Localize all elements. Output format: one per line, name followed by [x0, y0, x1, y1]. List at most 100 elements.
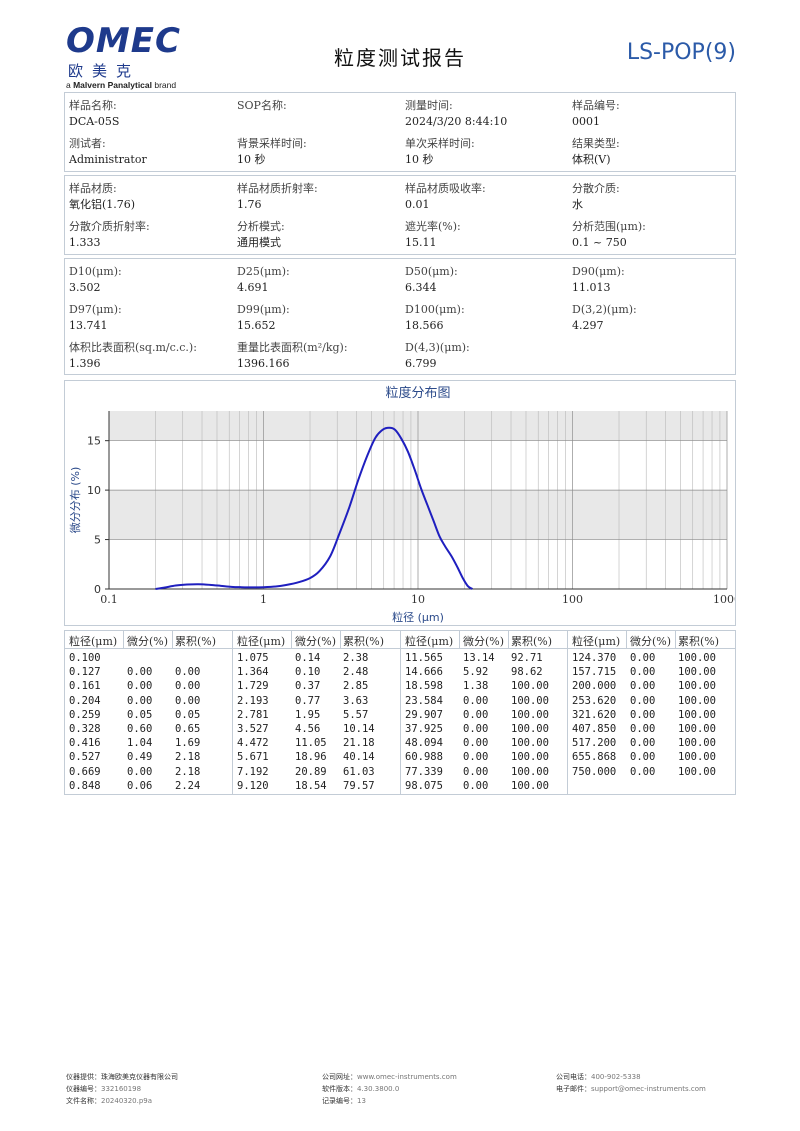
table-cell: 37.925 [405, 723, 443, 735]
table-cell: 0.14 [295, 652, 321, 664]
table-cell: 0.00 [463, 765, 489, 778]
absorb-value: 0.01 [405, 198, 430, 211]
distribution-table: 粒径(μm) 微分(%) 累积(%) 0.100 0.127 0.00 0.00 0.161 0… [64, 630, 736, 795]
table-cell: 2.18 [175, 765, 201, 778]
chart-x-tick-label: 0.1 [100, 593, 118, 606]
table-cell: 5.92 [463, 666, 489, 679]
table-cell: 10.14 [343, 723, 375, 735]
table-cell: 18.598 [405, 680, 443, 693]
ri-label: 样品材质折射率: [237, 182, 318, 195]
table-cell: 23.584 [405, 694, 443, 707]
table-cell: 100.00 [511, 694, 549, 707]
chart-y-tick-label: 10 [87, 484, 101, 497]
table-cell: 2.85 [343, 680, 369, 693]
measure-time-value: 2024/3/20 8:44:10 [405, 115, 508, 128]
sample-name-label: 样品名称: [69, 99, 117, 112]
table-cell: 4.56 [295, 723, 321, 735]
table-cell: 100.00 [511, 723, 549, 735]
table-cell: 0.00 [630, 751, 656, 764]
table-cell: 0.00 [463, 737, 489, 750]
d25-label: D25(μm): [237, 265, 290, 278]
footer-software-version: 软件版本：4.30.3800.0 [322, 1085, 400, 1093]
table-cell: 18.96 [295, 751, 327, 764]
result-type-value: 体积(V) [572, 153, 611, 166]
table-cell: 0.00 [630, 708, 656, 721]
chart-x-axis-label: 粒径 (μm) [392, 610, 444, 624]
table-header-divider [65, 648, 232, 649]
table-header-divider [233, 648, 401, 649]
table-cell: 0.00 [463, 779, 489, 792]
chart-x-tick-label: 1 [260, 593, 267, 606]
table-column-group: 粒径(μm) 微分(%) 累积(%) 124.370 0.00 100.00 157.715… [567, 631, 736, 794]
d43-label: D(4,3)(μm): [405, 341, 470, 354]
table-header-divider [508, 631, 509, 648]
table-cell: 0.77 [295, 694, 321, 707]
d10-value: 3.502 [69, 281, 101, 294]
medium-label: 分散介质: [572, 182, 620, 195]
footer-record-no: 记录编号：13 [322, 1097, 366, 1105]
table-cell: 517.200 [572, 737, 617, 750]
table-cell: 0.10 [295, 666, 321, 679]
d97-label: D97(μm): [69, 303, 122, 316]
table-cell: 3.527 [237, 723, 269, 735]
logo-wordmark: OMEC [66, 21, 181, 61]
table-cell: 0.37 [295, 680, 321, 693]
table-cell: 200.000 [572, 680, 617, 693]
chart-title: 粒度分布图 [385, 385, 450, 401]
table-cell: 92.71 [511, 652, 543, 664]
table-header-divider [459, 631, 460, 648]
d10-label: D10(μm): [69, 265, 122, 278]
range-label: 分析范围(μm): [572, 220, 646, 233]
chart-x-tick-label: 100 [562, 593, 583, 606]
table-header-divider [291, 631, 292, 648]
d97-value: 13.741 [69, 319, 108, 332]
table-header-cell: 微分(%) [463, 635, 505, 648]
table-cell: 0.06 [127, 779, 153, 792]
ssa-mass-value: 1396.166 [237, 357, 290, 370]
table-cell: 0.05 [175, 708, 201, 721]
absorb-label: 样品材质吸收率: [405, 182, 486, 195]
d50-label: D50(μm): [405, 265, 458, 278]
table-cell: 98.075 [405, 779, 443, 792]
table-cell: 79.57 [343, 779, 375, 792]
table-cell: 2.18 [175, 751, 201, 764]
table-cell: 11.05 [295, 737, 327, 750]
table-cell: 0.00 [630, 723, 656, 735]
table-cell: 5.57 [343, 708, 369, 721]
d99-value: 15.652 [237, 319, 276, 332]
table-cell: 100.00 [511, 708, 549, 721]
table-cell: 124.370 [572, 652, 617, 664]
table-cell: 2.38 [343, 652, 369, 664]
table-cell: 40.14 [343, 751, 375, 764]
table-cell: 2.781 [237, 708, 269, 721]
footer-provider: 仪器提供：珠海欧美克仪器有限公司 [66, 1073, 178, 1081]
table-cell: 157.715 [572, 666, 617, 679]
footer-file-name: 文件名称：20240320.p9a [66, 1097, 153, 1105]
table-cell: 0.00 [630, 666, 656, 679]
footer-phone: 公司电话：400-902-5338 [556, 1073, 641, 1081]
table-cell: 100.00 [678, 751, 716, 764]
d99-label: D99(μm): [237, 303, 290, 316]
table-cell: 3.63 [343, 694, 369, 707]
table-cell: 100.00 [511, 737, 549, 750]
d100-label: D100(μm): [405, 303, 465, 316]
table-cell: 0.204 [69, 694, 101, 707]
table-cell: 5.671 [237, 751, 269, 764]
table-header-cell: 微分(%) [127, 635, 169, 648]
table-header-cell: 累积(%) [343, 635, 385, 648]
table-cell: 0.49 [127, 751, 153, 764]
table-cell: 0.00 [127, 666, 153, 679]
table-cell: 98.62 [511, 666, 543, 679]
result-type-label: 结果类型: [572, 137, 620, 150]
table-cell: 1.69 [175, 737, 201, 750]
table-cell: 100.00 [678, 694, 716, 707]
table-cell: 0.100 [69, 652, 101, 664]
table-cell: 0.00 [127, 680, 153, 693]
footer-instrument-no: 仪器编号：332160198 [66, 1085, 142, 1093]
table-cell: 0.416 [69, 737, 101, 750]
table-cell: 100.00 [678, 652, 716, 664]
table-cell: 0.00 [630, 652, 656, 664]
table-header-divider [340, 631, 341, 648]
